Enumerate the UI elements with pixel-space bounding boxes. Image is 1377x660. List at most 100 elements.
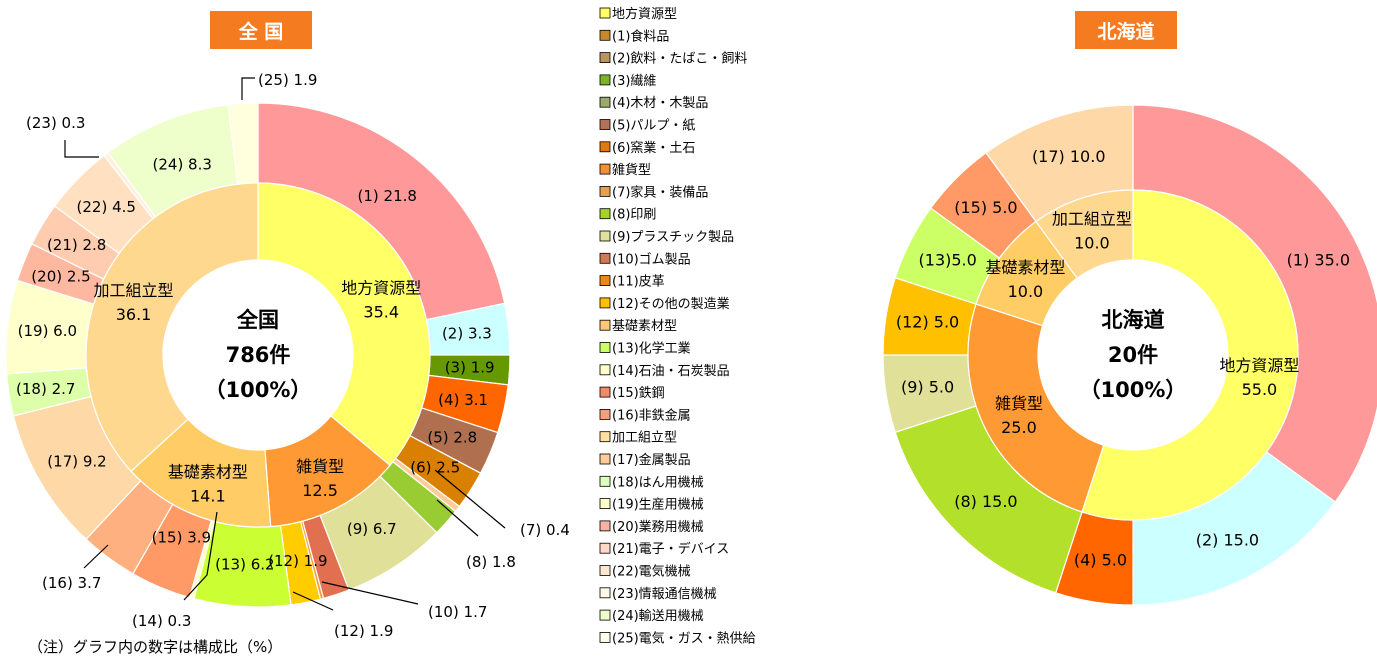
callout-7: (7) 0.4 [520,521,570,539]
hokkaido-outer-label-6: (12) 5.0 [896,312,959,331]
national-center-hole [163,260,353,450]
legend-label-8: 雑貨型 [612,162,651,178]
hokkaido-center-percent: （100%） [1080,378,1187,402]
national-outer-label-9: (9) 6.7 [347,520,397,538]
legend-label-7: (6)窯業・土石 [612,140,695,156]
hokkaido-inner-name-2: 雑貨型 [995,394,1043,413]
national-inner-name-2: 雑貨型 [296,457,344,476]
callout-16: (16) 3.7 [42,574,101,592]
legend-label-17: (14)石油・石炭製品 [612,364,730,379]
hokkaido-inner-value-3: 10.0 [1008,282,1044,301]
national-outer-label-17: (17) 9.2 [47,453,106,471]
legend-swatch-7 [599,141,611,153]
hokkaido-outer-label-9: (17) 10.0 [1032,147,1106,166]
legend-label-4: (3)繊維 [612,73,656,89]
national-inner-name-1: 地方資源型 [341,278,421,297]
national-outer-label-19: (19) 6.0 [18,322,77,340]
legend-swatch-4 [599,74,611,86]
legend-swatch-18 [599,386,611,398]
legend-swatch-20 [599,431,611,443]
legend-label-28: (24)輸送用機械 [612,609,704,624]
legend-label-11: (9)プラスチック製品 [612,230,734,245]
hokkaido-donut-chart: 北海道 北海道 20件 （100%） (1) 35.0 (2) 15.0 (4) 5… [882,11,1377,606]
legend-swatch-28 [599,609,611,621]
callout-line-10 [321,581,419,605]
legend-label-19: (16)非鉄金属 [612,407,691,423]
legend-label-25: (21)電子・デバイス [612,541,729,557]
callout-23: (23) 0.3 [26,114,85,132]
callout-10: (10) 1.7 [428,603,487,621]
hokkaido-inner-ring [967,189,1299,521]
national-inner-name-3: 基礎素材型 [168,462,248,481]
legend-label-5: (4)木材・木製品 [612,96,708,111]
hokkaido-center-count: 20件 [1108,343,1158,367]
legend-swatch-22 [599,475,611,487]
legend-swatch-19 [599,408,611,420]
legend-label-9: (7)家具・装備品 [612,184,708,200]
legend-swatch-25 [599,542,611,554]
national-center-count: 786件 [226,343,291,367]
callout-line-16 [83,544,109,569]
hokkaido-center-name: 北海道 [1102,308,1165,332]
legend-swatch-26 [599,565,611,576]
hokkaido-labels: (1) 35.0 (2) 15.0 (4) 5.0 (8) 15.0 (9) 5.0 (1… [896,147,1350,569]
legend: 地方資源型 (1)食料品 (2)飲料・たばこ・飼料 (3)繊維 (4)木材・木製品 (5)… [599,6,756,646]
national-title: 全 国 [238,20,284,43]
legend-swatch-8 [599,163,611,175]
national-donut-chart: 全 国 全国 786件 （100%） (1) 21.8 (2) 3.3 (3) 1.… [5,11,570,656]
national-outer-label-21: (21) 2.8 [47,236,106,254]
national-outer-label-24: (24) 8.3 [153,156,212,174]
legend-swatch-5 [599,96,611,108]
hokkaido-inner-value-2: 25.0 [1001,418,1037,437]
callout-14: (14) 0.3 [132,612,191,630]
legend-swatch-1 [599,7,611,19]
legend-label-20: 加工組立型 [612,431,677,446]
national-title-badge [210,11,312,49]
legend-swatch-2 [599,29,611,41]
legend-label-29: (25)電気・ガス・熱供給 [612,630,756,646]
national-inner-value-1: 35.4 [363,302,399,321]
hokkaido-outer-label-1: (1) 35.0 [1287,251,1350,270]
legend-label-10: (8)印刷 [612,208,656,223]
national-outer-label-3: (3) 1.9 [445,359,495,377]
national-center-name: 全国 [236,308,279,332]
hokkaido-inner-value-1: 55.0 [1242,380,1278,399]
legend-swatch-21 [599,453,611,465]
legend-swatch-29 [599,632,611,643]
legend-swatch-12 [599,252,611,264]
hokkaido-outer-label-8: (15) 5.0 [954,198,1017,217]
legend-label-14: (12)その他の製造業 [612,296,730,312]
national-inner-ring [85,182,431,528]
hokkaido-outer-label-3: (4) 5.0 [1074,550,1127,569]
national-outer-label-4: (4) 3.1 [438,391,488,409]
legend-label-15: 基礎素材型 [612,319,677,334]
national-callouts: (25) 1.9 (23) 0.3 (7) 0.4 (8) 1.8 (10) 1… [26,71,570,640]
callout-line-23 [64,140,99,158]
hokkaido-title-badge [1075,11,1177,49]
callout-8: (8) 1.8 [466,553,516,571]
national-outer-label-15: (15) 3.9 [152,529,211,547]
national-labels: (1) 21.8 (2) 3.3 (3) 1.9 (4) 3.1 (5) 2.8 (6) … [16,156,495,574]
legend-label-16: (13)化学工業 [612,341,691,357]
legend-label-26: (22)電気機械 [612,564,691,580]
national-outer-label-20: (20) 2.5 [31,268,90,286]
hokkaido-outer-label-5: (9) 5.0 [901,378,954,397]
national-outer-label-2: (2) 3.3 [442,324,492,342]
national-outer-label-6: (6) 2.5 [410,459,460,477]
legend-label-12: (10)ゴム製品 [612,251,691,267]
national-inner-value-2: 12.5 [302,481,338,500]
national-inner-value-3: 14.1 [190,486,226,505]
legend-swatch-16 [599,342,611,353]
legend-label-21: (17)金属製品 [612,452,691,468]
hokkaido-inner-name-3: 基礎素材型 [985,258,1065,277]
legend-label-22: (18)はん用機械 [612,475,704,490]
national-inner-name-4: 加工組立型 [94,281,174,300]
hokkaido-inner-value-4: 10.0 [1074,234,1110,253]
national-outer-label-22: (22) 4.5 [77,198,136,216]
national-outer-label-18: (18) 2.7 [16,380,75,398]
hokkaido-inner-slice-4 [1035,189,1134,279]
legend-label-6: (5)パルプ・紙 [612,119,695,134]
legend-swatch-6 [599,119,611,130]
national-center-percent: （100%） [205,378,312,402]
